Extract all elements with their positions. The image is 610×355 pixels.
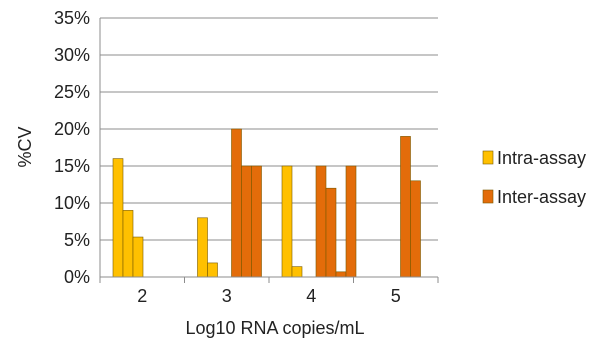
legend: Intra-assay Inter-assay <box>482 148 586 207</box>
bar-inter-assay <box>400 136 411 278</box>
y-tick-label: 20% <box>54 119 90 139</box>
legend-swatch <box>482 150 494 165</box>
bar-intra-assay <box>281 165 293 278</box>
legend-swatch <box>482 189 494 204</box>
legend-label: Inter-assay <box>497 187 586 207</box>
y-tick-label: 25% <box>54 82 90 102</box>
bar-intra-assay <box>197 217 208 278</box>
axes: 0% 5% 10% 15% 20% 25% 30% 35% 2 3 4 5 <box>54 8 439 306</box>
bars <box>112 128 421 278</box>
y-tick-label: 10% <box>54 193 90 213</box>
y-axis-label: %CV <box>15 126 35 167</box>
bar-inter-assay <box>251 165 262 278</box>
bar-intra-assay <box>112 158 124 278</box>
bar-intra-assay <box>122 210 134 278</box>
bar-inter-assay <box>345 165 357 278</box>
bar-intra-assay <box>291 266 303 278</box>
bar-inter-assay <box>335 271 347 278</box>
y-tick-label: 35% <box>54 8 90 28</box>
x-tick-label: 4 <box>306 286 316 306</box>
bar-intra-assay <box>207 262 218 278</box>
bar-inter-assay <box>325 187 337 278</box>
bar-inter-assay <box>315 165 327 278</box>
legend-label: Intra-assay <box>497 148 586 168</box>
bar-inter-assay <box>410 180 421 278</box>
y-tick-label: 30% <box>54 45 90 65</box>
x-tick-label: 3 <box>222 286 232 306</box>
bar-inter-assay <box>231 128 242 278</box>
x-tick-label: 2 <box>137 286 147 306</box>
bar-intra-assay <box>132 236 144 278</box>
y-tick-label: 15% <box>54 156 90 176</box>
bar-inter-assay <box>241 165 252 278</box>
y-tick-label: 0% <box>64 267 90 287</box>
x-axis-label: Log10 RNA copies/mL <box>185 318 364 338</box>
x-tick-label: 5 <box>391 286 401 306</box>
gridlines <box>100 17 438 241</box>
y-tick-label: 5% <box>64 230 90 250</box>
